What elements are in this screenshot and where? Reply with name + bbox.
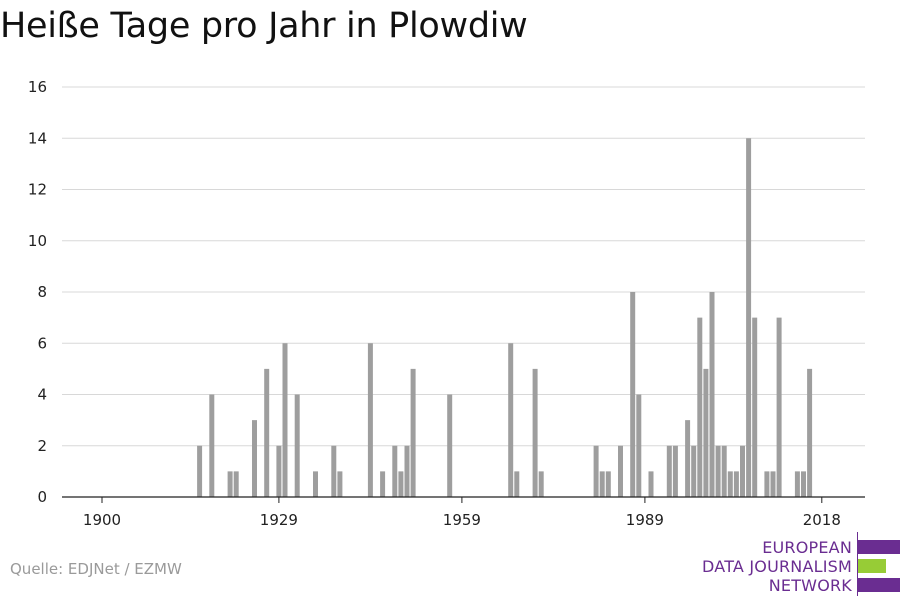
bar-1987 — [630, 292, 636, 497]
axes: 0 2 4 6 8 10 12 14 16 1900 1929 1959 1989 2018 — [28, 78, 865, 529]
bar-1927 — [264, 368, 270, 497]
bar-1922 — [233, 471, 239, 497]
bar-1967 — [508, 343, 514, 497]
edjnet-logo: EUROPEAN DATA JOURNALISM NETWORK — [700, 530, 900, 596]
logo-line-1: EUROPEAN — [762, 538, 852, 557]
bar-1985 — [618, 445, 623, 497]
source-note: Quelle: EDJNet / EZMW — [10, 560, 182, 578]
bar-1998 — [697, 317, 703, 497]
bar-2015 — [801, 471, 806, 497]
bar-1981 — [593, 445, 599, 497]
bar-1938 — [331, 445, 337, 497]
bar-1971 — [532, 368, 538, 497]
bar-1993 — [666, 445, 672, 497]
bar-1999 — [703, 368, 709, 497]
bar-1949 — [398, 471, 404, 497]
x-tick-label-1929: 1929 — [260, 511, 298, 529]
bar-2000 — [709, 292, 715, 497]
bar-2002 — [721, 445, 727, 497]
y-tick-label-0: 0 — [37, 488, 47, 506]
bar-2003 — [727, 471, 733, 497]
bar-1968 — [514, 471, 520, 497]
y-tick-label-2: 2 — [37, 437, 47, 455]
bar-1994 — [672, 445, 678, 497]
bar-1948 — [392, 445, 398, 497]
logo-bar-top — [858, 540, 900, 554]
bar-2006 — [746, 138, 752, 497]
x-tick-label-1959: 1959 — [443, 511, 481, 529]
bar-2007 — [752, 317, 758, 497]
logo-divider — [857, 532, 858, 596]
bar-1925 — [252, 420, 257, 497]
y-tick-label-16: 16 — [28, 78, 47, 96]
bar-1932 — [294, 394, 300, 497]
bar-1935 — [313, 471, 318, 497]
x-tick-label-1900: 1900 — [83, 511, 121, 529]
bar-chart: 0 2 4 6 8 10 12 14 16 1900 1929 1959 1989 2018 — [28, 78, 865, 529]
bar-1982 — [599, 471, 605, 497]
x-tick-label-2018: 2018 — [803, 511, 841, 529]
chart-title: Heiße Tage pro Jahr in Plowdiw — [0, 6, 528, 46]
bar-2009 — [764, 471, 770, 497]
y-tick-label-8: 8 — [37, 283, 47, 301]
bar-2014 — [794, 471, 800, 497]
logo-line-3: NETWORK — [768, 576, 852, 595]
y-tick-label-12: 12 — [28, 181, 47, 199]
bar-1929 — [276, 445, 282, 497]
bars — [197, 138, 813, 497]
bar-1918 — [209, 394, 215, 497]
bar-1988 — [636, 394, 642, 497]
grid-lines — [62, 86, 865, 447]
bar-1946 — [380, 471, 386, 497]
bar-1939 — [337, 471, 343, 497]
bar-2004 — [733, 471, 739, 497]
bar-2001 — [715, 445, 721, 497]
bar-1930 — [282, 343, 288, 497]
bar-2005 — [740, 445, 745, 497]
bar-2016 — [807, 368, 813, 497]
bar-1921 — [227, 471, 233, 497]
y-tick-label-10: 10 — [28, 232, 47, 250]
bar-1972 — [538, 471, 544, 497]
logo-line-2: DATA JOURNALISM — [702, 557, 852, 576]
bar-1957 — [447, 394, 453, 497]
bar-1990 — [648, 471, 654, 497]
bar-1997 — [691, 445, 697, 497]
x-tick-label-1989: 1989 — [626, 511, 664, 529]
y-tick-label-4: 4 — [37, 386, 47, 404]
bar-1996 — [685, 420, 691, 497]
bar-1983 — [605, 471, 611, 497]
logo-text: EUROPEAN DATA JOURNALISM NETWORK — [702, 538, 852, 595]
logo-bar-middle — [858, 559, 886, 573]
bar-2010 — [770, 471, 776, 497]
y-tick-label-14: 14 — [28, 129, 47, 147]
bar-1916 — [197, 445, 203, 497]
bar-1944 — [367, 343, 373, 497]
logo-bar-bottom — [858, 578, 900, 592]
bar-1951 — [410, 368, 416, 497]
bar-1950 — [404, 445, 410, 497]
y-tick-label-6: 6 — [37, 334, 47, 352]
bar-2011 — [776, 317, 782, 497]
